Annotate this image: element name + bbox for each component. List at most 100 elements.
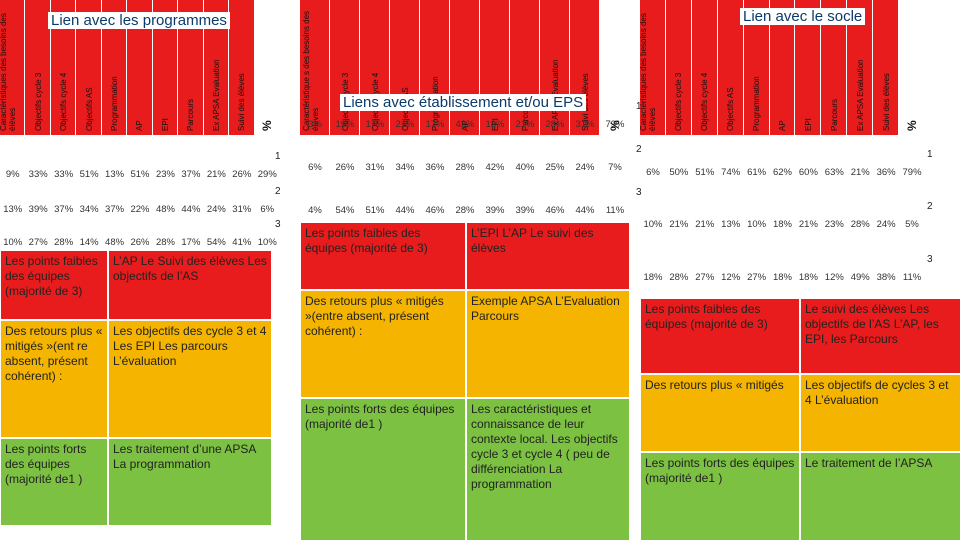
value-cell: 21%	[850, 166, 870, 178]
column-header: EPI	[480, 0, 510, 135]
value-cell: 51%	[79, 168, 99, 180]
value-cell: 79%	[902, 166, 922, 178]
value-cell: 18%	[798, 271, 818, 283]
header-text: Objectifs AS	[401, 6, 410, 131]
summary-cell: Les objectifs de cycles 3 et 4 L’évaluat…	[800, 374, 960, 452]
column-header: Objectifs cycle 3	[330, 0, 360, 135]
value-row: 13% 39% 37% 34% 37% 22% 48% 44% 24% 31% 6%	[0, 200, 280, 218]
value-cell: 18%	[772, 271, 792, 283]
value-cell: 38%	[876, 271, 896, 283]
value-cell: 28%	[545, 118, 565, 130]
value-cell: 54%	[206, 236, 226, 248]
row-label: 2	[927, 201, 933, 212]
value-cell: 61%	[747, 166, 767, 178]
value-cell: 10%	[747, 218, 767, 230]
header-text: Caractéristiques des besoins des élèves	[0, 13, 18, 131]
value-cell: 3%	[308, 118, 322, 130]
value-cell: 39%	[28, 203, 48, 215]
value-cell: 54%	[335, 204, 355, 216]
row-label: 2	[275, 186, 281, 197]
value-cell: 28%	[155, 236, 175, 248]
value-cell: 50%	[669, 166, 689, 178]
column-header: %	[899, 0, 925, 135]
value-cell: 19%	[335, 118, 355, 130]
value-cell: 36%	[876, 166, 896, 178]
value-cell: 4%	[308, 204, 322, 216]
value-cell: 44%	[181, 203, 201, 215]
value-cell: 23%	[824, 218, 844, 230]
header-text: EPI	[490, 118, 500, 131]
value-cell: 6%	[308, 161, 322, 173]
value-cell: 17%	[365, 118, 385, 130]
column-header: Caractéristiques des besoins des élèves	[639, 0, 666, 135]
value-cell: 21%	[798, 218, 818, 230]
column-header: Suivi des élèves	[873, 0, 900, 135]
value-cell: 11%	[605, 204, 625, 216]
column-header: Suivi des élèves	[570, 0, 600, 135]
value-cell: 44%	[395, 204, 415, 216]
header-text: Suivi des élèves	[237, 73, 247, 131]
value-cell: 39%	[515, 204, 535, 216]
value-cell: 24%	[206, 203, 226, 215]
header-text: %	[259, 120, 274, 131]
value-cell: 33%	[28, 168, 48, 180]
panel: Caractéristiques des besoins des élèves O…	[0, 0, 320, 540]
summary-cell: L’EPI L’AP Le suivi des élèves	[466, 222, 630, 290]
summary-cell: Des retours plus « mitigés »(ent re abse…	[0, 320, 108, 438]
panel-title: Liens avec établissement et/ou EPS	[340, 94, 587, 111]
summary-cell: Les points faibles des équipes (majorité…	[300, 222, 466, 290]
summary-cell: Exemple APSA L’Evaluation Parcours	[466, 290, 630, 398]
value-cell: 28%	[455, 161, 475, 173]
row-label: 1	[927, 149, 933, 160]
value-cell: 39%	[485, 204, 505, 216]
summary-table: Les points faibles des équipes (majorité…	[300, 222, 630, 540]
value-cell: 28%	[54, 236, 74, 248]
value-cell: 28%	[669, 271, 689, 283]
column-header: Objectifs cycle 3	[25, 0, 51, 135]
header-text: Objectifs cycle 4	[700, 72, 710, 131]
value-cell: 10%	[643, 218, 663, 230]
column-header: Caractéristique s des besoins des élèves	[300, 0, 330, 135]
summary-cell: Le suivi des élèves Les objectifs de l’A…	[800, 298, 960, 374]
header-text: Ex APSA Evaluation	[551, 6, 560, 131]
value-cell: 26%	[232, 168, 252, 180]
summary-cell: Les objectifs des cycle 3 et 4 Les EPI L…	[108, 320, 272, 438]
value-cell: 31%	[232, 203, 252, 215]
value-cell: 9%	[5, 168, 20, 180]
value-cell: 27%	[28, 236, 48, 248]
summary-cell: Des retours plus « mitigés »(entre absen…	[300, 290, 466, 398]
header-text: Objectifs AS	[726, 87, 736, 131]
column-header: Suivi des élèves	[229, 0, 255, 135]
value-cell: 13%	[3, 203, 23, 215]
value-cell: 40%	[515, 161, 535, 173]
value-cell: 6%	[260, 203, 275, 215]
value-cell: 17%	[181, 236, 201, 248]
summary-cell: Le traitement de l’APSA	[800, 452, 960, 540]
value-row: 6% 26% 31% 34% 36% 28% 42% 40% 25% 24% 7%	[300, 158, 630, 176]
value-cell: 31%	[365, 161, 385, 173]
value-row: 18% 28% 27% 12% 27% 18% 18% 12% 49% 38% 11%	[640, 268, 925, 286]
value-cell: 29%	[257, 168, 277, 180]
row-label: 3	[927, 254, 933, 265]
value-cell: 63%	[824, 166, 844, 178]
value-cell: 51%	[130, 168, 150, 180]
value-cell: 44%	[575, 204, 595, 216]
summary-cell: Les points forts des équipes (majorité d…	[0, 438, 108, 526]
column-header: Objectifs AS	[717, 0, 744, 135]
value-cell: 21%	[695, 218, 715, 230]
value-row: 9% 33% 33% 51% 13% 51% 23% 37% 21% 26% 29%	[0, 165, 280, 183]
summary-table: Les points faibles des équipes (majorité…	[640, 298, 960, 540]
value-row: 10% 21% 21% 13% 10% 18% 21% 23% 28% 24% 5%	[640, 215, 925, 233]
value-row: 3% 19% 17% 21% 17% 43% 18% 21% 28% 31% 79%	[300, 115, 630, 133]
value-cell: 28%	[455, 204, 475, 216]
value-cell: 14%	[79, 236, 99, 248]
value-cell: 17%	[425, 118, 445, 130]
value-cell: 37%	[105, 203, 125, 215]
header-text: Caractéristiques des besoins des élèves	[639, 13, 658, 131]
value-cell: 51%	[365, 204, 385, 216]
summary-cell: Les points forts des équipes (majorité d…	[300, 398, 466, 540]
value-cell: 13%	[721, 218, 741, 230]
value-cell: 26%	[335, 161, 355, 173]
value-cell: 46%	[545, 204, 565, 216]
